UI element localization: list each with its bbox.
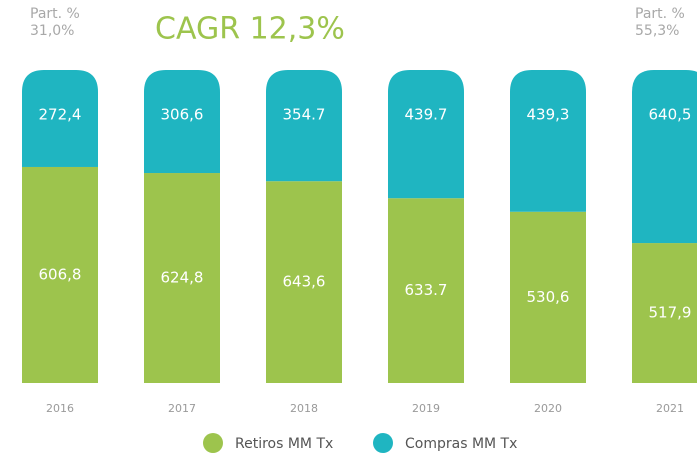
bar-segment xyxy=(22,70,98,167)
bar-group xyxy=(632,70,697,383)
value-label: 530,6 xyxy=(527,288,570,306)
x-tick-label: 2019 xyxy=(412,402,440,415)
value-label: 643,6 xyxy=(283,273,326,291)
bar-segment xyxy=(144,70,220,174)
legend-swatch xyxy=(203,433,223,453)
value-label: 439,3 xyxy=(527,106,570,124)
bar-group xyxy=(388,70,464,383)
bar-group xyxy=(22,70,98,383)
legend-label: Retiros MM Tx xyxy=(235,436,333,452)
bar-group xyxy=(144,70,220,383)
bar-segment xyxy=(388,198,464,383)
bar-segment xyxy=(510,211,586,383)
bar-segment xyxy=(266,70,342,182)
value-label: 633.7 xyxy=(405,281,448,299)
annotation: 31,0% xyxy=(30,23,74,39)
value-label: 354.7 xyxy=(283,106,326,124)
annotation: Part. % xyxy=(30,6,80,22)
value-label: 306,6 xyxy=(161,106,204,124)
bar-segment xyxy=(510,70,586,212)
bar-segment xyxy=(22,166,98,383)
chart-title: CAGR 12,3% xyxy=(155,12,345,47)
bar-segment xyxy=(632,70,697,244)
bar-group xyxy=(510,70,586,383)
x-tick-label: 2021 xyxy=(656,402,684,415)
value-label: 272,4 xyxy=(39,106,82,124)
bar-segment xyxy=(388,70,464,199)
value-label: 640,5 xyxy=(649,106,692,124)
bar-segment xyxy=(266,181,342,383)
annotation: Part. % xyxy=(635,6,685,22)
x-tick-label: 2016 xyxy=(46,402,74,415)
legend-label: Compras MM Tx xyxy=(405,436,517,452)
annotation: 55,3% xyxy=(635,23,679,39)
bar-segment xyxy=(144,173,220,383)
legend-swatch xyxy=(373,433,393,453)
value-label: 624,8 xyxy=(161,269,204,287)
value-label: 517,9 xyxy=(649,304,692,322)
value-label: 606,8 xyxy=(39,265,82,283)
x-tick-label: 2018 xyxy=(290,402,318,415)
x-tick-label: 2017 xyxy=(168,402,196,415)
bar-group xyxy=(266,70,342,383)
value-label: 439.7 xyxy=(405,106,448,124)
x-tick-label: 2020 xyxy=(534,402,562,415)
bar-segment xyxy=(632,243,697,383)
